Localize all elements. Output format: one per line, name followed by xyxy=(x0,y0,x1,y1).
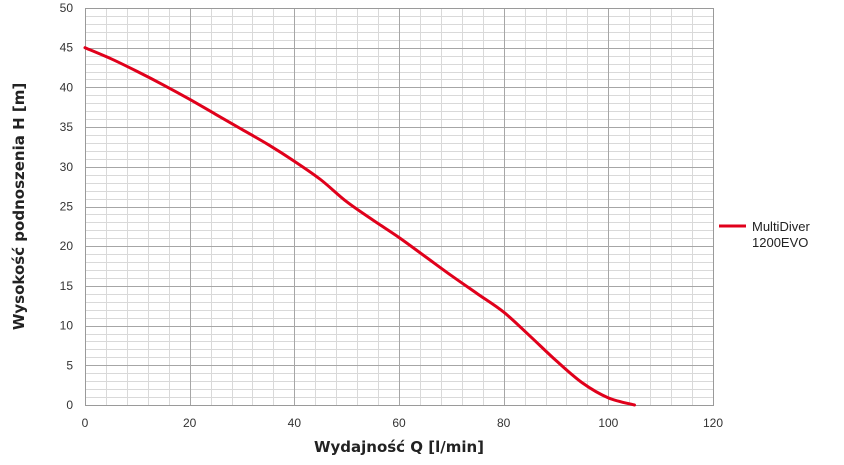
y-tick-label: 25 xyxy=(60,200,74,214)
y-tick-label: 5 xyxy=(66,358,73,372)
y-tick-label: 10 xyxy=(60,319,74,333)
x-tick-label: 120 xyxy=(703,416,723,430)
x-tick-label: 20 xyxy=(183,416,197,430)
x-tick-label: 40 xyxy=(288,416,302,430)
y-axis-tick-labels: 0 5 10 15 20 25 30 35 40 45 50 xyxy=(60,1,74,412)
series-layer xyxy=(83,46,636,407)
y-tick-label: 50 xyxy=(60,1,74,15)
y-axis-title: Wysokość podnoszenia H [m] xyxy=(10,83,28,330)
x-tick-label: 60 xyxy=(392,416,406,430)
y-tick-label: 0 xyxy=(66,398,73,412)
y-tick-label: 35 xyxy=(60,120,74,134)
major-gridlines xyxy=(85,8,714,406)
legend-label-line-1: MultiDiver xyxy=(752,219,810,234)
x-tick-label: 100 xyxy=(598,416,618,430)
x-tick-label: 80 xyxy=(497,416,511,430)
x-tick-label: 0 xyxy=(82,416,89,430)
y-tick-label: 45 xyxy=(60,41,74,55)
y-tick-label: 40 xyxy=(60,80,74,94)
legend-label-line-2: 1200EVO xyxy=(752,235,808,250)
x-axis-title: Wydajność Q [l/min] xyxy=(314,438,484,456)
y-tick-label: 20 xyxy=(60,239,74,253)
y-tick-label: 30 xyxy=(60,160,74,174)
legend: MultiDiver 1200EVO xyxy=(719,219,810,250)
x-axis-tick-labels: 0 20 40 60 80 100 120 xyxy=(82,416,724,430)
plot-area-frame xyxy=(85,8,714,406)
y-tick-label: 15 xyxy=(60,279,74,293)
series-line-multidiver-1200evo xyxy=(83,46,636,407)
